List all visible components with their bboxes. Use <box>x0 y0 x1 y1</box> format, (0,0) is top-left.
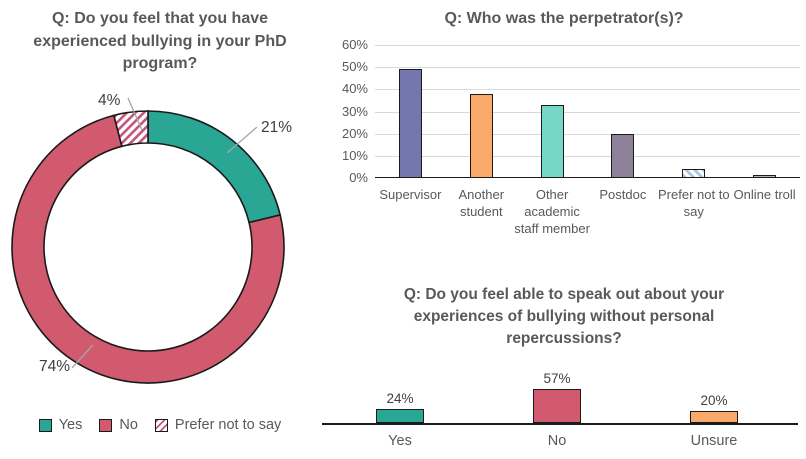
y-axis-tick-label: 10% <box>341 147 368 163</box>
bar-supervisor <box>398 69 422 178</box>
perpetrator-chart-panel: Q: Who was the perpetrator(s)? 0% 10% 20% 3… <box>322 0 806 272</box>
speakout-chart-panel: Q: Do you feel able to speak out about y… <box>322 272 806 459</box>
bar-value-label-yes: 24% <box>386 390 414 406</box>
x-category-label-prefer-not-to-say: Prefer not to say <box>658 187 730 220</box>
x-category-label-another-student: Another student <box>458 187 505 220</box>
gridline <box>375 111 800 113</box>
y-axis-tick-label: 40% <box>341 81 368 97</box>
bar-postdoc <box>611 133 635 178</box>
x-category-label-online-troll: Online troll <box>733 187 796 202</box>
donut-segment-no <box>11 114 285 384</box>
bar-online-troll <box>753 174 777 178</box>
y-axis-tick-label: 50% <box>341 59 368 75</box>
bar-value-label-no: 57% <box>543 370 571 386</box>
speakout-x-axis-line <box>322 423 798 425</box>
legend-item-prefer-not-to-say: Prefer not to say <box>154 417 282 433</box>
x-category-label-supervisor: Supervisor <box>379 187 442 202</box>
bar-value-label-unsure: 20% <box>700 393 728 408</box>
x-category-label-unsure: Unsure <box>690 433 738 449</box>
donut-leader-line-no <box>71 344 94 369</box>
legend-item-no: No <box>99 417 138 433</box>
donut-chart-title: Q: Do you feel that you have experienced… <box>33 10 287 73</box>
y-axis-tick-label: 20% <box>341 125 368 141</box>
legend-swatch-prefer-not-to-say <box>154 418 168 432</box>
donut-data-label-no: 74% <box>39 358 71 375</box>
perpetrator-x-axis-line <box>375 177 800 178</box>
bar-unsure <box>690 411 738 423</box>
bar-another-student <box>469 93 493 178</box>
legend-label-no: No <box>119 417 138 433</box>
x-category-label-postdoc: Postdoc <box>599 187 647 202</box>
donut-chart-panel: Q: Do you feel that you have experienced… <box>0 0 320 459</box>
legend-item-yes: Yes <box>38 417 83 433</box>
x-category-label-no: No <box>547 433 567 449</box>
donut-segment-prefer-not-to-say <box>112 110 149 148</box>
x-category-label-yes: Yes <box>388 433 412 449</box>
legend-swatch-yes <box>38 418 52 432</box>
bar-other-academic-staff-member <box>540 104 564 178</box>
gridline <box>375 89 800 91</box>
bar-yes <box>376 408 424 423</box>
legend-swatch-no <box>99 418 113 432</box>
y-axis-tick-label: 30% <box>341 103 368 119</box>
legend-label-yes: Yes <box>58 417 83 433</box>
x-category-label-other-academic-staff-member: Other academic staff member <box>514 187 590 237</box>
bar-prefer-not-to-say <box>682 169 706 178</box>
donut-leader-line-pnts <box>127 97 143 131</box>
speakout-chart-title: Q: Do you feel able to speak out about y… <box>403 286 725 347</box>
donut-legend: Yes No Prefer not to say <box>0 417 320 433</box>
y-axis-tick-label: 0% <box>349 170 368 185</box>
gridline <box>375 133 800 135</box>
gridline <box>375 45 800 46</box>
donut-data-label-yes: 21% <box>261 119 293 136</box>
donut-data-label-prefer-not-to-say: 4% <box>98 92 121 109</box>
y-axis-tick-label: 60% <box>341 37 368 52</box>
gridline <box>375 155 800 157</box>
bar-no <box>533 388 581 423</box>
legend-label-prefer-not-to-say: Prefer not to say <box>174 417 282 433</box>
donut-svg <box>11 97 285 384</box>
perpetrator-chart-title: Q: Who was the perpetrator(s)? <box>444 10 684 27</box>
donut-leader-line-yes <box>226 126 258 154</box>
gridline <box>375 67 800 69</box>
